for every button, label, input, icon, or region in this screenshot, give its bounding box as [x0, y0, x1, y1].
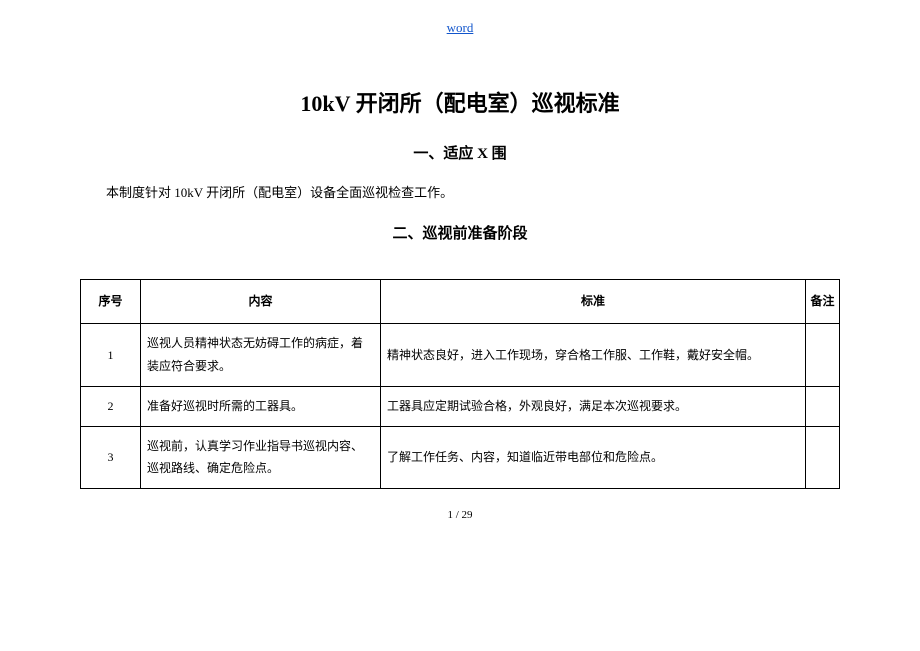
cell-num: 1 [81, 324, 141, 387]
table-header-row: 序号 内容 标准 备注 [81, 280, 840, 324]
section1-heading: 一、适应 X 围 [80, 142, 840, 163]
cell-standard: 精神状态良好，进入工作现场，穿合格工作服、工作鞋，戴好安全帽。 [381, 324, 806, 387]
th-content: 内容 [141, 280, 381, 324]
cell-content: 巡视人员精神状态无妨碍工作的病症，着装应符合要求。 [141, 324, 381, 387]
cell-num: 3 [81, 426, 141, 489]
section1-paragraph: 本制度针对 10kV 开闭所（配电室）设备全面巡视检查工作。 [80, 181, 840, 204]
section2-heading: 二、巡视前准备阶段 [80, 222, 840, 243]
th-num: 序号 [81, 280, 141, 324]
cell-content: 准备好巡视时所需的工器具。 [141, 386, 381, 426]
table-row: 2 准备好巡视时所需的工器具。 工器具应定期试验合格，外观良好，满足本次巡视要求… [81, 386, 840, 426]
cell-standard: 了解工作任务、内容，知道临近带电部位和危险点。 [381, 426, 806, 489]
page-number: 1 / 29 [80, 509, 840, 521]
document-title: 10kV 开闭所（配电室）巡视标准 [80, 86, 840, 118]
cell-note [806, 324, 840, 387]
cell-note [806, 426, 840, 489]
table-row: 3 巡视前，认真学习作业指导书巡视内容、巡视路线、确定危险点。 了解工作任务、内… [81, 426, 840, 489]
th-standard: 标准 [381, 280, 806, 324]
th-note: 备注 [806, 280, 840, 324]
document-page: word 10kV 开闭所（配电室）巡视标准 一、适应 X 围 本制度针对 10… [0, 0, 920, 521]
cell-content: 巡视前，认真学习作业指导书巡视内容、巡视路线、确定危险点。 [141, 426, 381, 489]
header-link[interactable]: word [80, 20, 840, 36]
table-row: 1 巡视人员精神状态无妨碍工作的病症，着装应符合要求。 精神状态良好，进入工作现… [81, 324, 840, 387]
cell-num: 2 [81, 386, 141, 426]
preparation-table: 序号 内容 标准 备注 1 巡视人员精神状态无妨碍工作的病症，着装应符合要求。 … [80, 279, 840, 489]
cell-standard: 工器具应定期试验合格，外观良好，满足本次巡视要求。 [381, 386, 806, 426]
cell-note [806, 386, 840, 426]
